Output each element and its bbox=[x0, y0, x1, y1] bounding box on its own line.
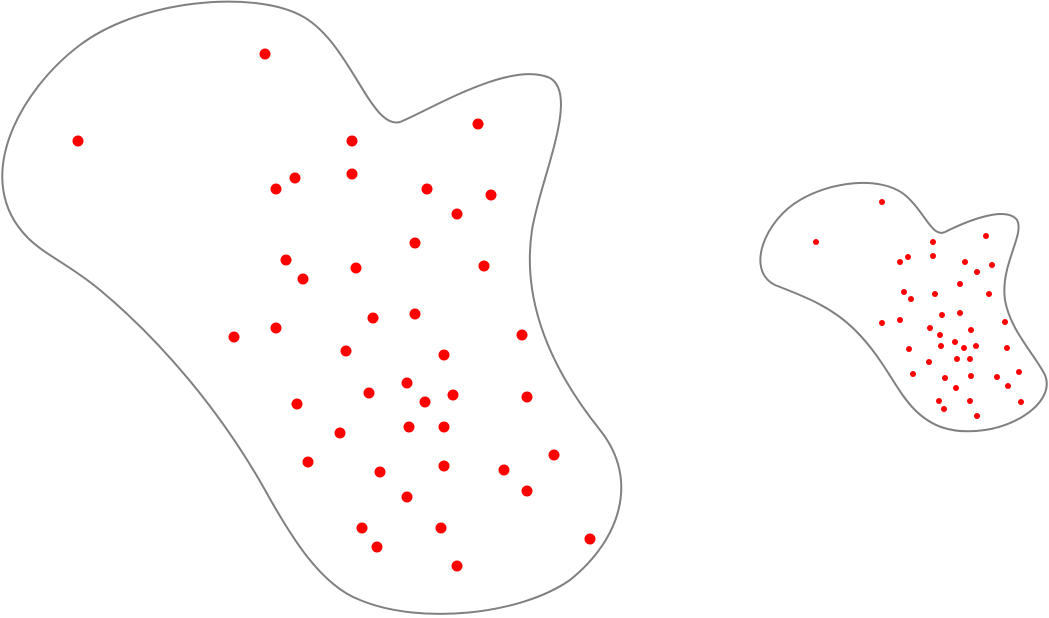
small-blob-dots bbox=[813, 199, 1024, 419]
large-blob-dot-32 bbox=[302, 456, 314, 468]
small-blob-dot-10 bbox=[989, 262, 995, 268]
large-blob-dot-14 bbox=[350, 262, 362, 274]
large-blob-dot-20 bbox=[516, 329, 528, 341]
small-blob-dot-35 bbox=[968, 373, 974, 379]
small-blob-dot-42 bbox=[941, 406, 947, 412]
large-blob-dot-7 bbox=[346, 168, 358, 180]
large-blob-dot-23 bbox=[291, 398, 303, 410]
small-blob-dot-7 bbox=[930, 253, 936, 259]
small-blob-dot-15 bbox=[986, 291, 992, 297]
large-blob-dot-30 bbox=[403, 421, 415, 433]
small-blob-dot-44 bbox=[1018, 399, 1024, 405]
large-blob-dot-2 bbox=[72, 135, 84, 147]
large-blob-dot-39 bbox=[356, 522, 368, 534]
small-blob-dot-40 bbox=[936, 398, 942, 404]
small-blob-dot-38 bbox=[1016, 369, 1022, 375]
large-blob-dot-35 bbox=[498, 464, 510, 476]
large-blob-outline bbox=[1, 0, 623, 615]
large-blob-dot-36 bbox=[548, 449, 560, 461]
large-blob-dot-24 bbox=[401, 377, 413, 389]
small-blob-dot-32 bbox=[967, 356, 973, 362]
small-blob-dot-30 bbox=[954, 356, 960, 362]
large-blob-dot-4 bbox=[472, 118, 484, 130]
large-blob-dot-22 bbox=[438, 349, 450, 361]
large-blob-dot-25 bbox=[363, 387, 375, 399]
large-blob-dot-3 bbox=[346, 135, 358, 147]
large-blob-dot-34 bbox=[438, 460, 450, 472]
small-blob-dot-21 bbox=[937, 332, 943, 338]
large-blob-dot-11 bbox=[409, 237, 421, 249]
small-blob-dot-6 bbox=[897, 259, 903, 265]
small-blob-dot-39 bbox=[953, 385, 959, 391]
large-blob-dot-38 bbox=[401, 491, 413, 503]
large-blob-dot-31 bbox=[438, 421, 450, 433]
large-blob-dot-13 bbox=[297, 273, 309, 285]
small-blob-dot-17 bbox=[957, 310, 963, 316]
small-blob-dot-43 bbox=[974, 413, 980, 419]
large-blob-dot-40 bbox=[435, 522, 447, 534]
small-blob-dot-4 bbox=[983, 233, 989, 239]
small-blob-outline bbox=[759, 181, 1048, 433]
small-blob-dot-41 bbox=[967, 398, 973, 404]
small-blob-dot-20 bbox=[927, 325, 933, 331]
small-blob-dot-33 bbox=[910, 371, 916, 377]
small-blob-dot-12 bbox=[908, 296, 914, 302]
small-blob-dot-18 bbox=[879, 320, 885, 326]
large-blob-dot-29 bbox=[334, 427, 346, 439]
large-blob-dot-41 bbox=[371, 541, 383, 553]
large-blob-dot-33 bbox=[374, 466, 386, 478]
small-blob-dot-31 bbox=[926, 359, 932, 365]
small-blob-dot-26 bbox=[938, 343, 944, 349]
small-blob-dot-22 bbox=[1002, 319, 1008, 325]
large-blob-dot-8 bbox=[421, 183, 433, 195]
large-blob-dots bbox=[72, 48, 596, 572]
large-blob-dot-43 bbox=[451, 560, 463, 572]
large-blob-dot-9 bbox=[485, 189, 497, 201]
large-blob-dot-6 bbox=[270, 183, 282, 195]
small-blob-dot-9 bbox=[974, 269, 980, 275]
large-blob-dot-12 bbox=[280, 254, 292, 266]
large-blob-dot-16 bbox=[228, 331, 240, 343]
large-blob-dot-42 bbox=[584, 533, 596, 545]
small-blob-dot-14 bbox=[957, 281, 963, 287]
small-blob-dot-36 bbox=[994, 374, 1000, 380]
large-blob-dot-10 bbox=[451, 208, 463, 220]
small-blob-dot-37 bbox=[1005, 383, 1011, 389]
small-blob-dot-16 bbox=[939, 312, 945, 318]
large-blob-dot-37 bbox=[521, 485, 533, 497]
small-blob-dot-29 bbox=[1004, 345, 1010, 351]
small-blob-dot-3 bbox=[930, 239, 936, 245]
small-blob-dot-27 bbox=[961, 345, 967, 351]
small-blob-dot-28 bbox=[973, 343, 979, 349]
small-blob-dot-25 bbox=[906, 346, 912, 352]
large-blob-dot-21 bbox=[340, 345, 352, 357]
small-blob-dot-1 bbox=[879, 199, 885, 205]
large-blob-dot-19 bbox=[409, 308, 421, 320]
large-blob-dot-1 bbox=[259, 48, 271, 60]
small-blob-dot-11 bbox=[901, 289, 907, 295]
small-blob-dot-34 bbox=[942, 375, 948, 381]
small-blob-dot-24 bbox=[952, 339, 958, 345]
large-blob-dot-15 bbox=[478, 260, 490, 272]
small-blob-dot-23 bbox=[968, 327, 974, 333]
large-blob-dot-18 bbox=[367, 312, 379, 324]
large-blob-dot-26 bbox=[419, 396, 431, 408]
small-blob-dot-19 bbox=[897, 317, 903, 323]
small-blob-dot-13 bbox=[932, 291, 938, 297]
large-blob-dot-27 bbox=[447, 389, 459, 401]
large-blob-dot-28 bbox=[521, 391, 533, 403]
small-blob-dot-2 bbox=[813, 239, 819, 245]
small-blob-dot-8 bbox=[962, 259, 968, 265]
large-blob-dot-17 bbox=[270, 322, 282, 334]
small-blob-dot-5 bbox=[905, 254, 911, 260]
large-blob-dot-5 bbox=[289, 172, 301, 184]
